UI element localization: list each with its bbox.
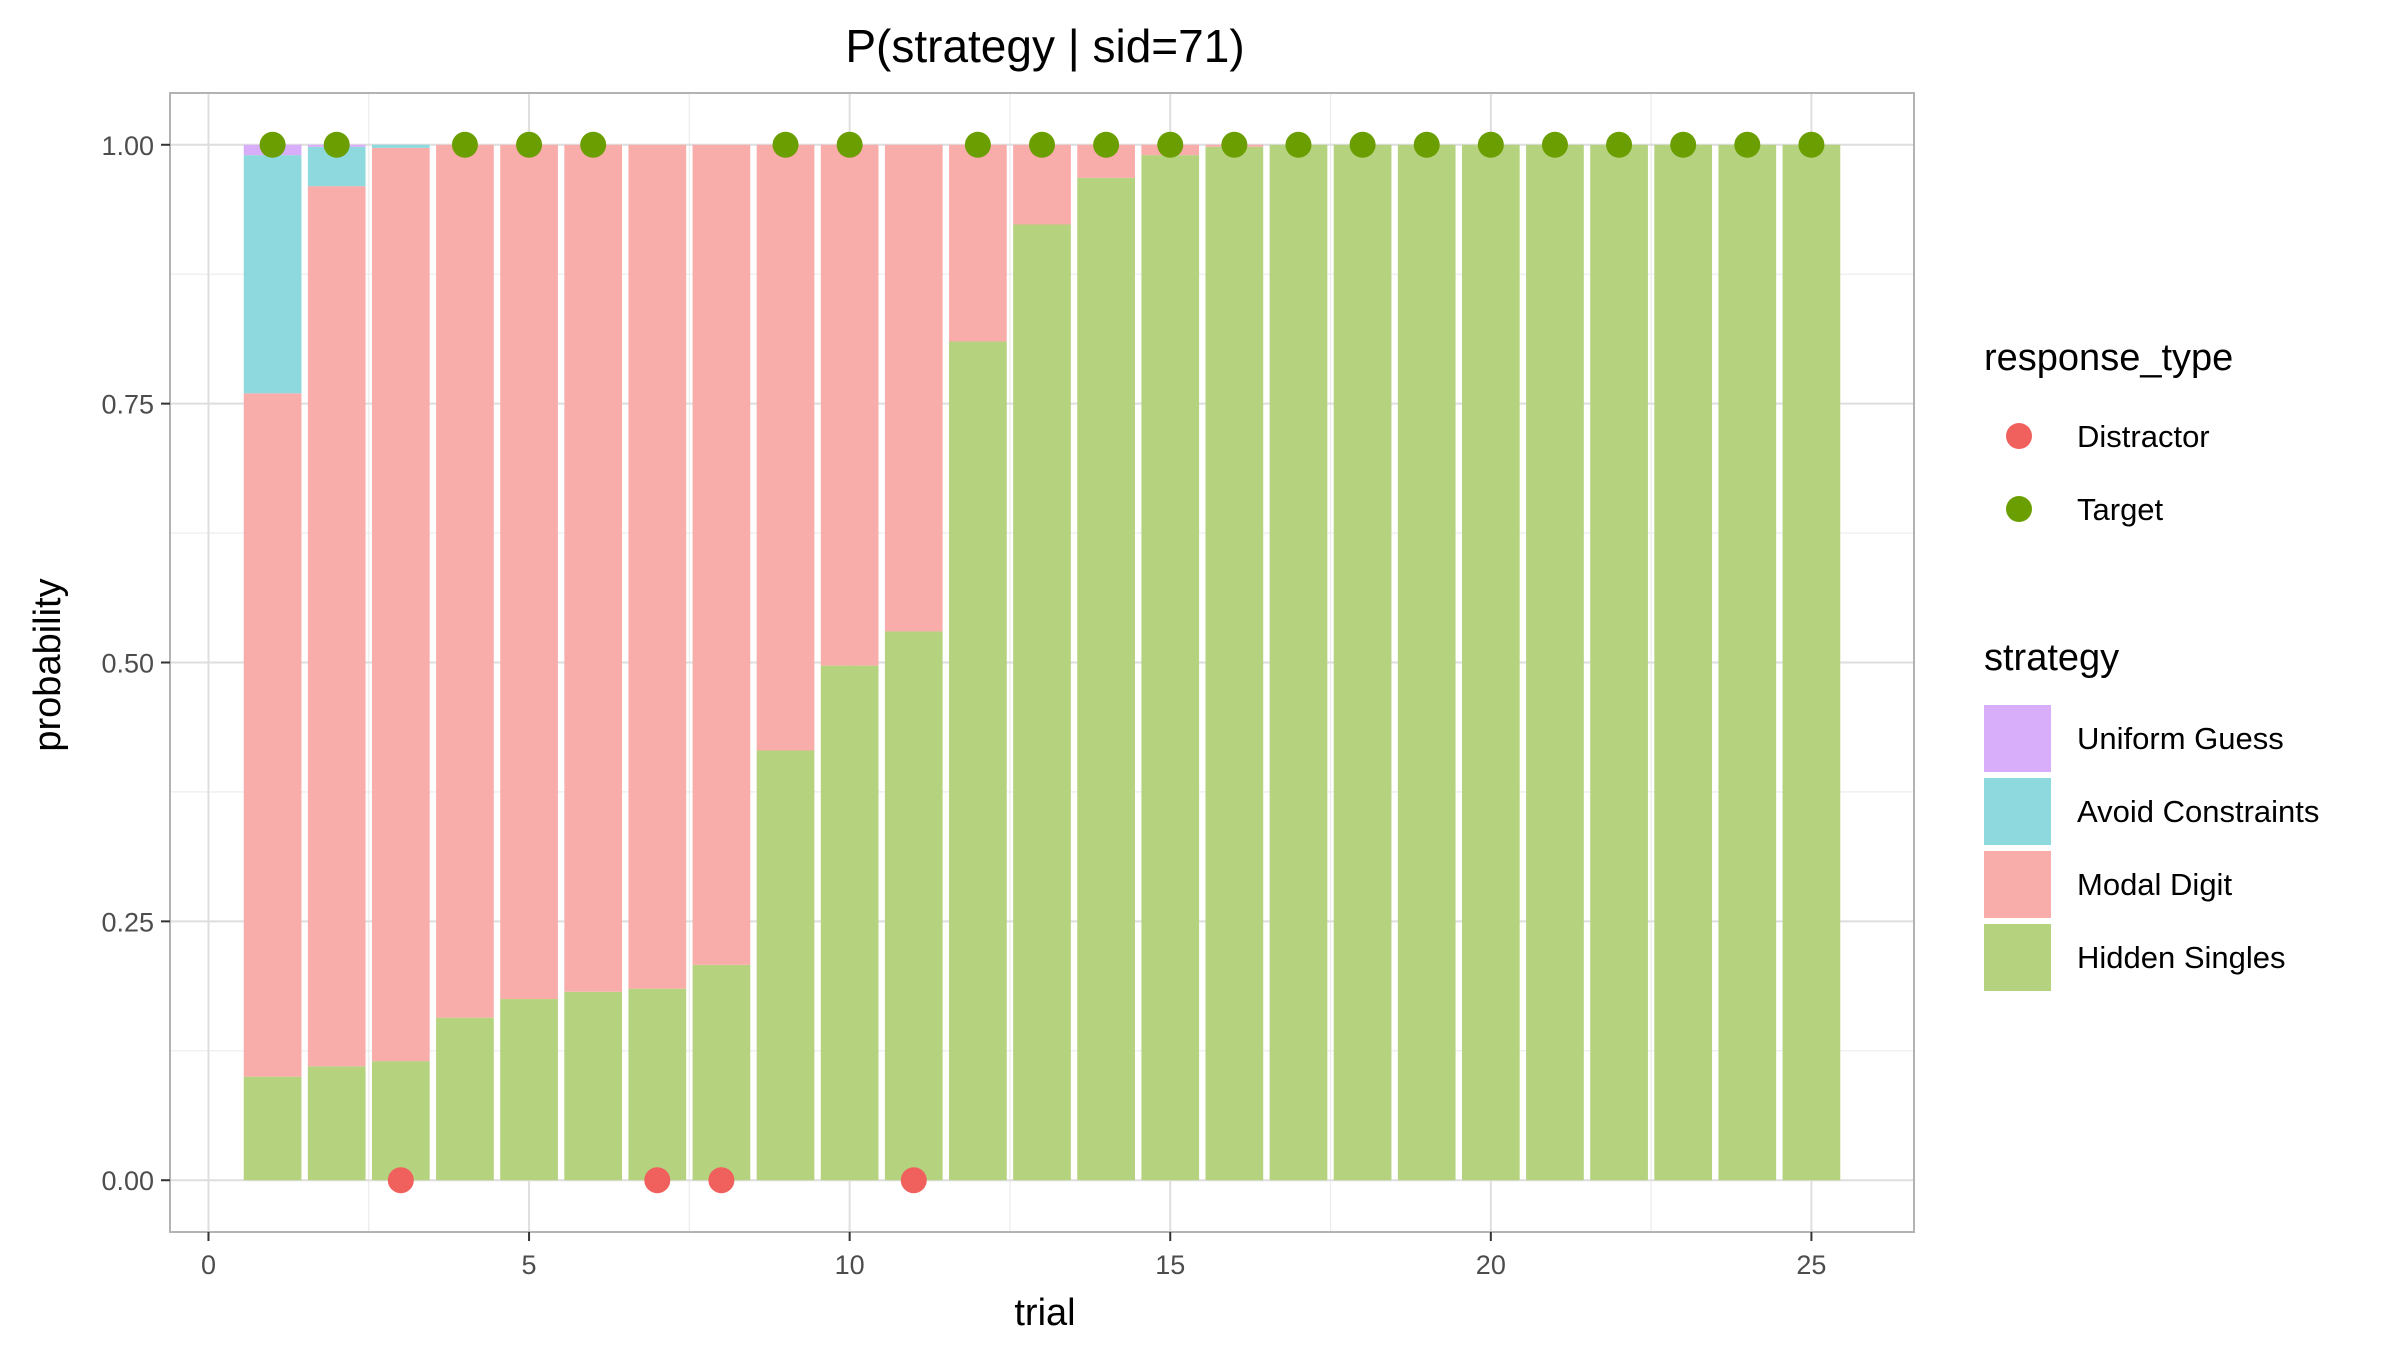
bar-hidden-singles bbox=[243, 1076, 302, 1181]
point-target bbox=[451, 131, 478, 158]
y-tick-label: 0.75 bbox=[101, 390, 154, 420]
point-target bbox=[323, 131, 350, 158]
point-distractor bbox=[644, 1167, 671, 1194]
point-target bbox=[1670, 131, 1697, 158]
point-target bbox=[1606, 131, 1633, 158]
axes: 0 5 10 15 20 25 0.00 0.25 0.50 0.75 1.00 bbox=[101, 131, 1826, 1280]
bar-hidden-singles bbox=[1526, 144, 1584, 1181]
bar-modal-digit bbox=[371, 147, 430, 1062]
legend-key-uniform-guess bbox=[1984, 705, 2051, 772]
bar-hidden-singles bbox=[1654, 144, 1713, 1181]
point-target bbox=[1221, 131, 1248, 158]
x-axis-title: trial bbox=[1014, 1292, 1075, 1334]
point-target bbox=[1734, 131, 1761, 158]
bar-hidden-singles bbox=[436, 1017, 494, 1181]
point-target bbox=[1349, 131, 1376, 158]
legend-label-hidden-singles: Hidden Singles bbox=[2077, 940, 2286, 975]
bar-modal-digit bbox=[949, 144, 1007, 342]
bar-hidden-singles bbox=[1461, 144, 1520, 1181]
point-target bbox=[1157, 131, 1184, 158]
point-target bbox=[580, 131, 607, 158]
point-target bbox=[516, 131, 543, 158]
point-target bbox=[964, 131, 991, 158]
bar-modal-digit bbox=[1013, 144, 1071, 225]
point-target bbox=[1477, 131, 1504, 158]
y-tick-label: 0.25 bbox=[101, 907, 154, 937]
legend-label-distractor: Distractor bbox=[2077, 419, 2210, 454]
x-tick-label: 20 bbox=[1476, 1250, 1506, 1280]
point-distractor bbox=[900, 1167, 927, 1194]
point-target bbox=[1285, 131, 1312, 158]
x-tick-label: 0 bbox=[201, 1250, 216, 1280]
legend-label-uniform-guess: Uniform Guess bbox=[2077, 721, 2284, 756]
legend-label-avoid-constraints: Avoid Constraints bbox=[2077, 794, 2319, 829]
x-tick-label: 5 bbox=[522, 1250, 537, 1280]
point-target bbox=[1541, 131, 1568, 158]
bar-modal-digit bbox=[307, 186, 366, 1067]
legend-key-modal-digit bbox=[1984, 851, 2051, 918]
point-target bbox=[1029, 131, 1055, 158]
point-distractor bbox=[387, 1167, 414, 1194]
legend-key-target bbox=[2006, 496, 2032, 522]
bar-hidden-singles bbox=[1782, 144, 1841, 1181]
legend-label-target: Target bbox=[2077, 492, 2164, 527]
legend-title-strategy: strategy bbox=[1984, 637, 2119, 679]
bar-hidden-singles bbox=[1269, 144, 1328, 1181]
bar-hidden-singles bbox=[1397, 144, 1456, 1181]
bar-hidden-singles bbox=[1590, 144, 1648, 1181]
bar-modal-digit bbox=[884, 144, 943, 632]
point-target bbox=[772, 131, 799, 158]
bar-modal-digit bbox=[692, 144, 751, 965]
bar-avoid-constraints bbox=[243, 155, 302, 394]
bar-modal-digit bbox=[436, 144, 494, 1018]
x-tick-label: 10 bbox=[835, 1250, 865, 1280]
legend-title-response-type: response_type bbox=[1984, 337, 2233, 379]
bar-hidden-singles bbox=[949, 341, 1007, 1181]
legend-label-modal-digit: Modal Digit bbox=[2077, 867, 2232, 902]
point-target bbox=[1413, 131, 1440, 158]
bar-modal-digit bbox=[820, 144, 879, 666]
response-points bbox=[259, 131, 1825, 1194]
bar-modal-digit bbox=[628, 144, 687, 989]
x-tick-label: 15 bbox=[1155, 1250, 1185, 1280]
y-axis-title: probability bbox=[27, 578, 69, 751]
bar-hidden-singles bbox=[884, 631, 943, 1181]
point-target bbox=[836, 131, 863, 158]
bar-hidden-singles bbox=[692, 964, 751, 1181]
bar-hidden-singles bbox=[756, 750, 815, 1181]
bar-hidden-singles bbox=[1013, 224, 1071, 1181]
point-target bbox=[1093, 131, 1120, 158]
y-tick-label: 0.00 bbox=[101, 1166, 154, 1196]
point-target bbox=[259, 131, 286, 158]
bar-hidden-singles bbox=[1077, 177, 1135, 1181]
point-distractor bbox=[708, 1167, 735, 1194]
bar-modal-digit bbox=[500, 144, 558, 1000]
bar-modal-digit bbox=[756, 144, 815, 751]
bar-hidden-singles bbox=[1141, 155, 1200, 1181]
bar-hidden-singles bbox=[628, 988, 687, 1181]
bar-modal-digit bbox=[564, 144, 623, 992]
bar-hidden-singles bbox=[820, 665, 879, 1181]
bar-hidden-singles bbox=[371, 1061, 430, 1181]
chart-title: P(strategy | sid=71) bbox=[845, 20, 1244, 72]
bar-hidden-singles bbox=[307, 1066, 366, 1181]
bar-hidden-singles bbox=[1333, 144, 1392, 1181]
legend-key-avoid-constraints bbox=[1984, 778, 2051, 845]
bar-hidden-singles bbox=[564, 991, 623, 1181]
bar-hidden-singles bbox=[1205, 146, 1264, 1181]
y-tick-label: 1.00 bbox=[101, 131, 154, 161]
bar-modal-digit bbox=[243, 393, 302, 1077]
y-tick-label: 0.50 bbox=[101, 649, 154, 679]
legend-key-hidden-singles bbox=[1984, 924, 2051, 991]
stacked-bars bbox=[243, 144, 1841, 1181]
bar-hidden-singles bbox=[500, 999, 558, 1181]
legend-key-distractor bbox=[2006, 423, 2032, 449]
legends: response_type Distractor Target strategy Uni… bbox=[1984, 337, 2319, 991]
x-tick-label: 25 bbox=[1796, 1250, 1826, 1280]
bar-avoid-constraints bbox=[371, 144, 430, 148]
point-target bbox=[1798, 131, 1825, 158]
bar-hidden-singles bbox=[1718, 144, 1777, 1181]
